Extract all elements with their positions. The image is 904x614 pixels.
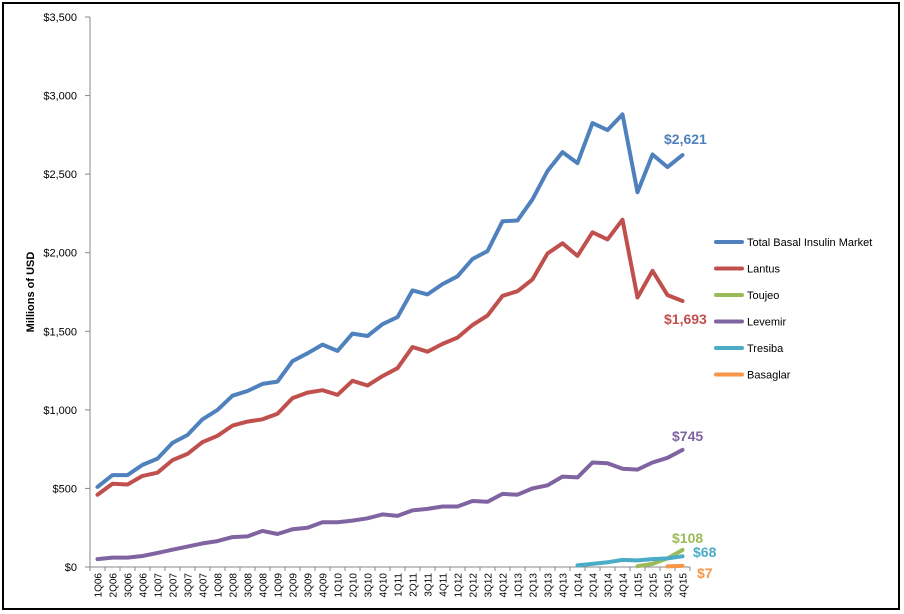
- x-tick-label: 4Q13: [559, 573, 570, 598]
- x-tick-label: 3Q06: [124, 573, 135, 598]
- series-end-label: $745: [672, 428, 703, 444]
- x-tick-label: 4Q09: [319, 573, 330, 598]
- x-tick-label: 4Q11: [439, 573, 450, 597]
- x-tick-label: 2Q08: [229, 573, 240, 598]
- x-tick-label: 1Q10: [334, 573, 345, 598]
- x-tick-label: 1Q11: [394, 573, 405, 597]
- series-end-label: $2,621: [664, 131, 707, 147]
- x-tick-label: 1Q08: [214, 573, 225, 598]
- series-end-label: $7: [697, 565, 713, 581]
- x-tick-label: 2Q07: [169, 573, 180, 598]
- series-line: [95, 217, 685, 497]
- y-tick-label: $0: [65, 562, 77, 574]
- series-line: [665, 563, 685, 569]
- x-tick-label: 1Q09: [274, 573, 285, 598]
- legend-entry: Tresiba: [747, 343, 784, 355]
- x-tick-label: 3Q13: [544, 573, 555, 598]
- x-tick-label: 1Q12: [454, 573, 465, 598]
- x-tick-label: 4Q08: [259, 573, 270, 598]
- x-tick-label: 2Q12: [469, 573, 480, 598]
- series-end-label: $68: [693, 544, 717, 560]
- x-tick-label: 4Q14: [619, 573, 630, 598]
- series-line: [575, 554, 685, 568]
- y-tick-label: $500: [53, 483, 77, 495]
- x-tick-label: 4Q12: [499, 573, 510, 598]
- x-tick-label: 1Q14: [574, 573, 585, 598]
- x-tick-label: 2Q09: [289, 573, 300, 598]
- legend-entry: Toujeo: [747, 290, 779, 302]
- x-tick-label: 1Q15: [634, 573, 645, 598]
- x-tick-label: 2Q15: [649, 573, 660, 598]
- legend-entry: Lantus: [747, 264, 781, 276]
- x-tick-label: 2Q10: [349, 573, 360, 598]
- series-line: [95, 112, 685, 489]
- y-tick-label: $3,000: [43, 91, 77, 103]
- y-tick-label: $2,000: [43, 248, 77, 260]
- y-tick-label: $1,000: [43, 405, 77, 417]
- series-end-label: $1,693: [664, 311, 707, 327]
- x-tick-label: 4Q07: [199, 573, 210, 598]
- x-tick-label: 2Q11: [409, 573, 420, 597]
- series-line: [635, 548, 685, 569]
- legend-entry: Total Basal Insulin Market: [747, 237, 872, 249]
- x-tick-label: 1Q07: [154, 573, 165, 598]
- legend-entry: Basaglar: [747, 370, 791, 382]
- y-tick-label: $2,500: [43, 169, 77, 181]
- legend-entry: Levemir: [747, 317, 786, 329]
- x-tick-label: 3Q15: [664, 573, 675, 598]
- y-axis-label: Millions of USD: [25, 252, 37, 333]
- x-tick-label: 4Q06: [139, 573, 150, 598]
- x-tick-label: 3Q07: [184, 573, 195, 598]
- axes: $0 $500 $1,000 $1,500 $2,000 $2,500 $3,000 $3,5…: [43, 12, 691, 598]
- y-tick-label: $3,500: [43, 12, 77, 24]
- x-tick-label: 3Q11: [424, 573, 435, 597]
- x-tick-label: 3Q12: [484, 573, 495, 598]
- legend: Total Basal Insulin Market Lantus Toujeo Le…: [714, 237, 872, 382]
- series-layer: [95, 112, 685, 569]
- x-tick-label: 2Q13: [529, 573, 540, 598]
- x-tick-label: 3Q09: [304, 573, 315, 598]
- x-tick-label: 1Q13: [514, 573, 525, 598]
- x-tick-label: 3Q08: [244, 573, 255, 598]
- x-tick-label: 4Q10: [379, 573, 390, 598]
- x-tick-label: 3Q14: [604, 573, 615, 598]
- x-tick-label: 2Q14: [589, 573, 600, 598]
- y-tick-label: $1,500: [43, 326, 77, 338]
- series-line: [95, 447, 685, 562]
- x-tick-label: 4Q15: [679, 573, 690, 598]
- series-end-label: $108: [672, 530, 703, 546]
- x-tick-label: 3Q10: [364, 573, 375, 598]
- end-labels: $2,621 $1,693 $108 $745 $68 $7: [664, 131, 717, 581]
- x-tick-label: 2Q06: [109, 573, 120, 598]
- x-tick-label: 1Q06: [94, 573, 105, 598]
